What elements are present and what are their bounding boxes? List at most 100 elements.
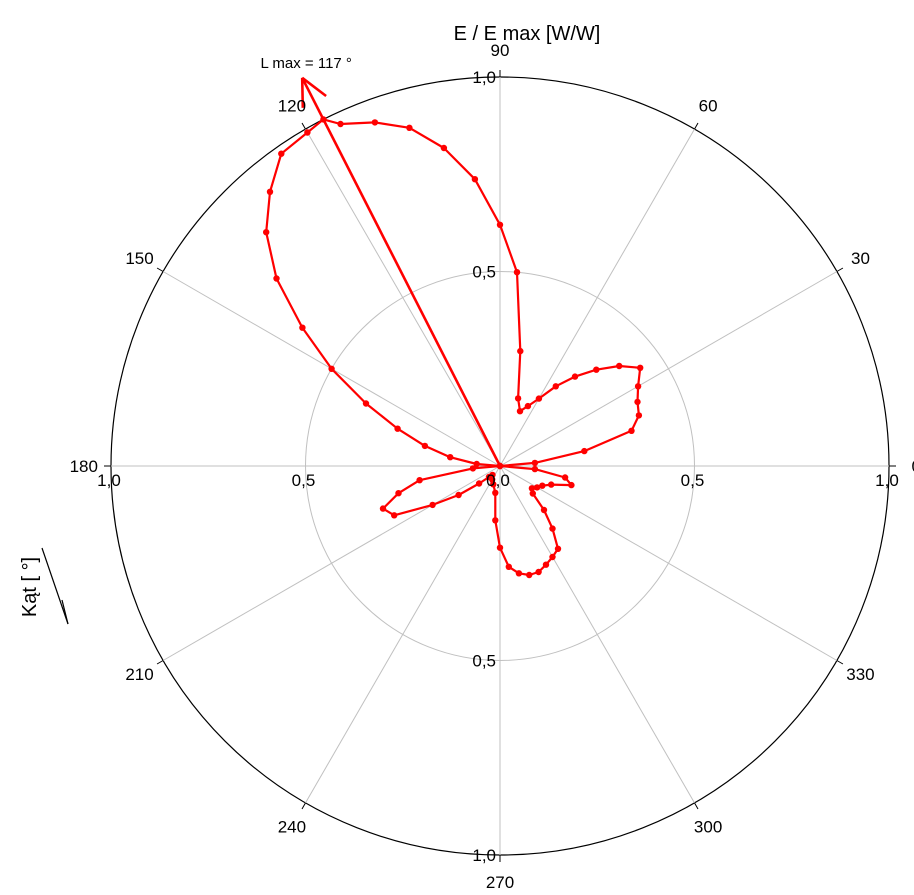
angle-tick-mark <box>156 267 164 272</box>
data-point <box>421 442 429 450</box>
angle-spoke <box>499 465 695 804</box>
data-point <box>362 400 370 407</box>
data-point <box>394 425 401 432</box>
data-point <box>548 481 555 488</box>
data-point <box>328 365 335 372</box>
data-point <box>549 553 556 561</box>
radial-tick-label: 0,0 <box>486 471 510 490</box>
angle-tick-mark <box>694 802 699 810</box>
angle-tick-label: 120 <box>278 97 306 116</box>
data-point <box>529 490 536 497</box>
angle-tick-label: 210 <box>125 665 153 684</box>
data-point <box>515 570 523 577</box>
angle-tick-mark <box>301 122 306 130</box>
radial-tick-label: 1,0 <box>875 471 899 490</box>
angle-tick-mark <box>156 660 164 665</box>
data-point <box>473 460 480 468</box>
data-point <box>549 525 556 532</box>
data-point <box>637 364 644 371</box>
data-point <box>593 366 600 373</box>
label-layer: 0,0 0,5 0,5 0,5 0,5 1,0 1,0 1,0 1,0 0 30 60 90 120 150… <box>70 41 914 892</box>
angle-tick-label: 300 <box>694 817 722 836</box>
data-point <box>406 124 413 131</box>
lmax-arrowhead <box>300 77 305 108</box>
angle-tick-mark <box>836 660 844 665</box>
data-point <box>395 490 402 497</box>
data-point <box>628 427 635 434</box>
data-point <box>492 517 499 524</box>
angle-tick-label: 90 <box>491 41 510 60</box>
data-point <box>299 324 306 331</box>
angle-spoke <box>305 128 501 467</box>
data-point <box>561 474 569 481</box>
angle-tick-label: 0 <box>911 457 914 476</box>
data-point <box>489 471 496 479</box>
data-point <box>554 545 562 552</box>
data-point <box>528 485 536 492</box>
data-point <box>496 221 504 228</box>
data-point <box>490 481 497 488</box>
data-point <box>266 188 274 195</box>
data-point <box>371 119 379 126</box>
data-point <box>496 544 504 551</box>
angle-spoke <box>499 128 695 467</box>
data-point <box>391 512 398 519</box>
radial-tick-label: 1,0 <box>472 846 496 865</box>
data-point <box>531 459 539 467</box>
angle-tick-label: 330 <box>846 665 874 684</box>
data-point <box>278 150 285 157</box>
y-axis-arrow <box>41 547 69 625</box>
angle-tick-mark <box>301 802 306 810</box>
data-point <box>634 383 642 390</box>
data-point <box>304 129 311 136</box>
data-point <box>469 465 477 472</box>
data-point <box>475 480 483 487</box>
grid <box>103 69 897 863</box>
angle-spoke <box>162 465 501 661</box>
data-point <box>540 506 548 514</box>
data-point <box>535 568 542 576</box>
data-point <box>533 484 541 491</box>
y-axis-label: Kąt [ °] <box>19 557 41 617</box>
data-point <box>568 481 575 489</box>
radial-tick-label: 0,5 <box>681 471 705 490</box>
data-point <box>273 275 280 282</box>
radial-tick-label: 0,5 <box>292 471 316 490</box>
angle-spoke <box>499 271 838 467</box>
angle-spoke <box>305 465 501 804</box>
data-point <box>535 395 543 402</box>
data-point <box>440 144 448 152</box>
lmax-arrow <box>301 77 502 467</box>
data-point <box>531 465 539 473</box>
angle-tick-label: 270 <box>486 873 514 892</box>
radial-tick-label: 1,0 <box>472 68 496 87</box>
data-point <box>492 489 499 496</box>
data-point <box>552 383 559 390</box>
data-point <box>416 477 423 484</box>
radial-tick-label: 1,0 <box>97 471 121 490</box>
data-point <box>514 395 522 402</box>
angle-tick-mark <box>836 267 844 272</box>
data-point <box>513 269 521 276</box>
data-point <box>542 561 550 568</box>
angle-tick-mark <box>694 122 699 130</box>
angle-tick-label: 180 <box>70 457 98 476</box>
data-point <box>455 491 462 499</box>
series-line <box>265 118 642 577</box>
chart-title: E / E max [W/W] <box>454 23 601 45</box>
annotation-layer: L max = 117 ° <box>260 55 502 467</box>
data-point <box>337 120 344 128</box>
radial-tick-label: 0,5 <box>472 652 496 671</box>
data-point <box>571 373 579 380</box>
data-point <box>471 176 479 183</box>
data-point <box>429 501 436 509</box>
data-point <box>539 482 546 489</box>
lmax-annotation-label: L max = 117 ° <box>260 55 351 72</box>
series-layer <box>263 116 644 579</box>
data-point <box>517 347 524 355</box>
data-point <box>581 447 588 455</box>
data-point <box>616 362 623 370</box>
angle-spoke <box>499 465 838 661</box>
data-point <box>263 229 270 236</box>
